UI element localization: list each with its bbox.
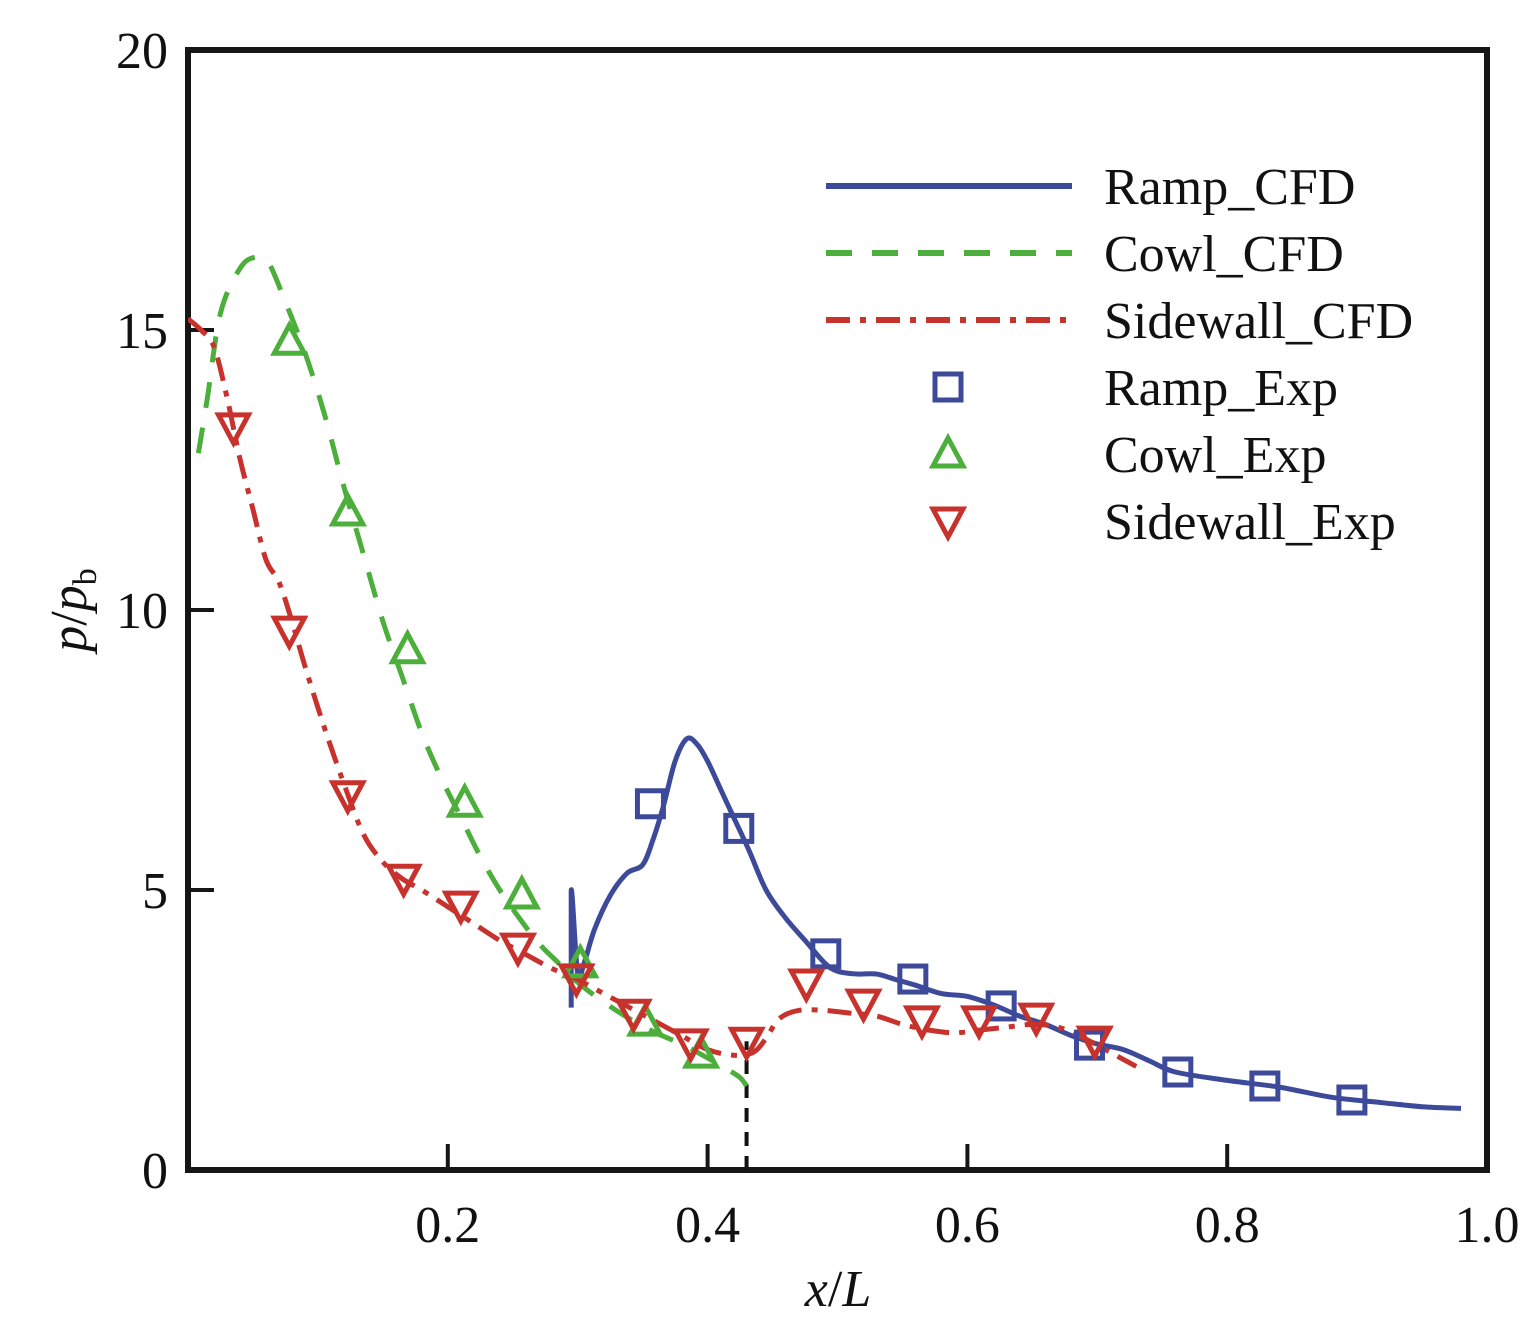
cowl-exp-point [561,942,600,979]
cowl-exp-point [445,781,484,818]
sidewall-exp-point [671,1028,710,1065]
x-axis-title-sep: / [828,1261,843,1318]
y-tick-label: 10 [116,583,168,640]
ramp-exp-point [897,963,929,995]
legend-swatch-marker [928,506,968,543]
y-axis-title-ref: p [41,585,98,615]
legend: Ramp_CFD Cowl_CFD Sidewall_CFD Ramp_Exp Cowl… [826,159,1413,551]
ramp-exp-point [1249,1070,1281,1102]
y-tick-label: 5 [142,863,168,920]
legend-swatch-marker [928,432,968,469]
x-axis-title: x/L [804,1261,871,1318]
cowl-cfd-line [195,254,749,1088]
series-markers [214,319,1368,1116]
sidewall-exp-point [1017,1002,1056,1039]
y-axis-ticks: 0 5 10 15 20 [116,23,214,1200]
plot-frame [185,47,1490,1173]
legend-label: Cowl_CFD [1104,226,1344,283]
ramp-exp-point [634,788,666,820]
y-tick-label: 0 [142,1143,168,1200]
legend-swatch-marker [932,371,964,403]
legend-item-cowl-cfd: Cowl_CFD [826,226,1344,283]
sidewall-exp-point [844,988,883,1025]
sidewall-exp-point [270,615,309,652]
ramp-cfd-line [568,735,1462,1111]
sidewall-exp-point [959,1005,999,1042]
x-axis-title-ref: L [841,1261,871,1318]
y-tick-label: 15 [116,303,168,360]
y-axis-title: p/pb [41,568,104,655]
sidewall-exp-point [328,780,367,817]
x-tick-label: 0.4 [675,1197,740,1254]
sidewall-cfd-line [188,316,1138,1069]
cowl-exp-point [502,873,542,910]
sidewall-exp-point [727,1026,766,1063]
sidewall-exp-point [902,1005,942,1042]
cowl-exp-point [270,319,309,356]
legend-item-cowl-exp: Cowl_Exp [928,427,1326,484]
legend-label: Cowl_Exp [1104,427,1326,484]
cowl-exp-point [328,490,367,527]
x-tick-label: 0.6 [935,1197,1000,1254]
legend-item-sidewall-exp: Sidewall_Exp [928,494,1396,551]
sidewall-exp-point [557,963,596,1000]
sidewall-exp-point [614,998,653,1035]
sidewall-exp-point [787,968,826,1005]
y-axis-title-sep: / [41,611,98,626]
cowl-exp-point [388,628,427,665]
legend-item-ramp-exp: Ramp_Exp [932,360,1338,417]
sidewall-exp-point [1075,1025,1114,1062]
legend-label: Ramp_Exp [1104,360,1338,417]
sidewall-exp-point [498,932,538,969]
legend-label: Sidewall_Exp [1104,494,1396,551]
x-axis-ticks: 0.2 0.4 0.6 0.8 1.0 [415,1144,1520,1254]
ramp-exp-point [1162,1056,1194,1088]
ramp-exp-point [723,812,755,844]
legend-item-sidewall-cfd: Sidewall_CFD [826,293,1413,350]
legend-item-ramp-cfd: Ramp_CFD [826,159,1355,216]
x-tick-label: 0.2 [415,1197,480,1254]
x-tick-label: 0.8 [1195,1197,1260,1254]
ramp-exp-point [810,938,842,970]
sidewall-exp-point [384,863,423,900]
y-axis-title-sub: b [67,568,104,585]
y-tick-label: 20 [116,23,168,80]
sidewall-exp-point [441,890,480,927]
ramp-exp-point [1336,1084,1368,1116]
sidewall-exp-point [214,412,253,449]
x-axis-title-var: x [804,1261,828,1318]
legend-label: Sidewall_CFD [1104,293,1413,350]
legend-label: Ramp_CFD [1104,159,1355,216]
x-tick-label: 1.0 [1455,1197,1520,1254]
y-axis-title-var: p [41,626,98,656]
